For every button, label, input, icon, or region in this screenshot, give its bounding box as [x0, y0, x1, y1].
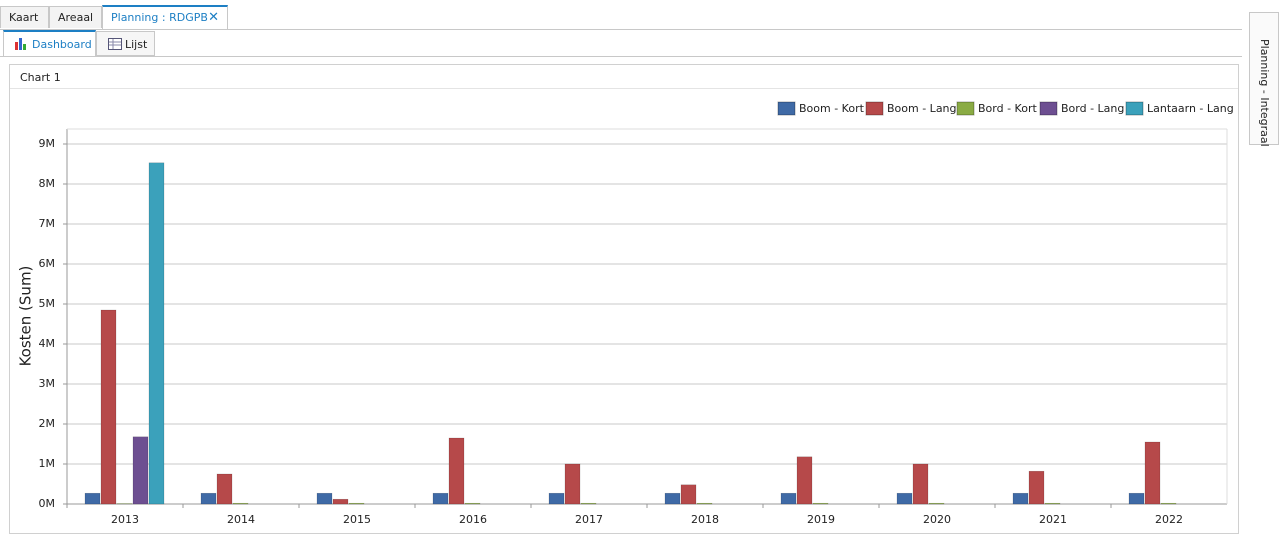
bar	[464, 502, 481, 505]
tab-label: Planning : RDGPB	[111, 11, 208, 24]
legend-swatch	[956, 101, 975, 116]
tab-active[interactable]: Planning : RDGPB ✕	[102, 5, 228, 29]
y-tick-label: 4M	[39, 337, 56, 350]
y-tick-label: 6M	[39, 257, 56, 270]
bar	[680, 484, 697, 505]
x-tick-label: 2015	[343, 513, 371, 526]
divider	[0, 29, 1242, 30]
legend-label: Boom - Kort	[799, 102, 865, 115]
bar	[580, 502, 597, 505]
y-tick-label: 3M	[39, 377, 56, 390]
bar	[1012, 492, 1029, 505]
bar	[448, 437, 465, 505]
y-tick-label: 9M	[39, 137, 56, 150]
bar	[912, 463, 929, 505]
bar	[1160, 502, 1177, 505]
side-tab-label: Planning - Integraal	[1258, 39, 1271, 147]
bar	[796, 456, 813, 505]
y-tick-label: 7M	[39, 217, 56, 230]
subtab-label: Dashboard	[32, 38, 92, 51]
bar	[200, 492, 217, 505]
bar	[812, 502, 829, 505]
subtab[interactable]: Lijst	[96, 31, 155, 56]
panel-title: Chart 1	[20, 71, 61, 84]
bar	[564, 463, 581, 505]
bar	[132, 436, 149, 505]
x-tick-label: 2018	[691, 513, 719, 526]
legend-label: Bord - Kort	[978, 102, 1037, 115]
x-tick-label: 2016	[459, 513, 487, 526]
chart-panel: Chart 1	[9, 64, 1239, 534]
y-tick-label: 2M	[39, 417, 56, 430]
side-tab[interactable]: Planning - Integraal	[1249, 12, 1279, 147]
bar	[1028, 470, 1045, 505]
subtab-active[interactable]: Dashboard	[3, 30, 96, 57]
x-tick-label: 2019	[807, 513, 835, 526]
tab[interactable]: Areaal	[49, 6, 102, 28]
bar	[100, 309, 117, 505]
bar	[84, 492, 101, 505]
x-tick-label: 2020	[923, 513, 951, 526]
list-icon	[108, 38, 122, 50]
y-tick-label: 8M	[39, 177, 56, 190]
bar	[548, 492, 565, 505]
bar	[1144, 441, 1161, 505]
y-tick-label: 0M	[39, 497, 56, 510]
bar	[432, 492, 449, 505]
legend-swatch	[777, 101, 796, 116]
legend-label: Lantaarn - Lang	[1147, 102, 1234, 115]
bar	[696, 502, 713, 505]
bar	[232, 502, 249, 505]
bar	[348, 502, 365, 505]
chart: Kosten (Sum) 0M 1M 2M 3M 4M 5M 6M 7M 8M 9M 2013 201…	[17, 101, 1234, 526]
subtab-label: Lijst	[125, 38, 148, 51]
chart-icon	[15, 38, 26, 50]
bar	[216, 473, 233, 505]
legend-swatch	[1125, 101, 1144, 116]
y-tick-label: 1M	[39, 457, 56, 470]
bar	[1044, 502, 1061, 505]
legend-label: Boom - Lang	[887, 102, 957, 115]
bar	[896, 492, 913, 505]
bar	[664, 492, 681, 505]
divider	[10, 88, 1238, 89]
x-tick-label: 2022	[1155, 513, 1183, 526]
bar	[780, 492, 797, 505]
legend-label: Bord - Lang	[1061, 102, 1124, 115]
bar	[148, 162, 165, 505]
bar	[332, 498, 349, 505]
x-tick-label: 2017	[575, 513, 603, 526]
x-tick-label: 2014	[227, 513, 255, 526]
bar	[1128, 492, 1145, 505]
bar	[928, 502, 945, 505]
x-tick-label: 2013	[111, 513, 139, 526]
tab[interactable]: Kaart	[0, 6, 49, 28]
y-tick-label: 5M	[39, 297, 56, 310]
x-tick-label: 2021	[1039, 513, 1067, 526]
legend-swatch	[865, 101, 884, 116]
y-axis-title: Kosten (Sum)	[17, 266, 35, 367]
divider	[0, 56, 1242, 57]
close-icon[interactable]: ✕	[208, 10, 219, 25]
legend-swatch	[1039, 101, 1058, 116]
bar	[316, 492, 333, 505]
